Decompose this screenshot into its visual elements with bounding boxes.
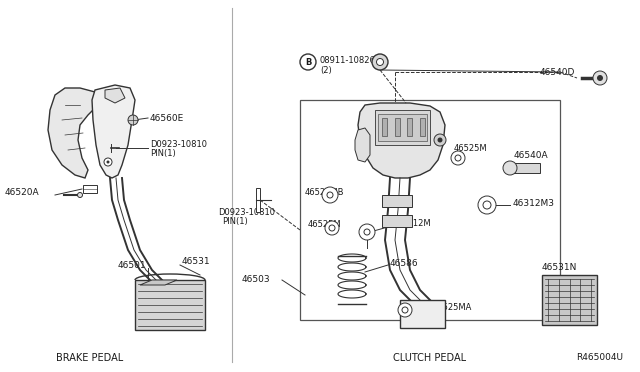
Text: 46525MB: 46525MB <box>305 187 344 196</box>
Text: 46525M: 46525M <box>308 219 342 228</box>
Text: B: B <box>305 58 311 67</box>
Circle shape <box>128 115 138 125</box>
Text: PIN(1): PIN(1) <box>222 217 248 225</box>
Bar <box>382 118 387 136</box>
Bar <box>135 280 205 330</box>
Circle shape <box>104 158 112 166</box>
Circle shape <box>455 155 461 161</box>
Text: 46312M3: 46312M3 <box>513 199 555 208</box>
Text: 46540D: 46540D <box>540 67 575 77</box>
Bar <box>542 275 597 325</box>
Circle shape <box>597 75 603 81</box>
Polygon shape <box>358 103 445 178</box>
Bar <box>256 188 260 212</box>
Bar <box>510 163 540 173</box>
Circle shape <box>398 303 412 317</box>
Circle shape <box>359 224 375 240</box>
Text: 46520A: 46520A <box>5 187 40 196</box>
Text: 46501: 46501 <box>118 260 147 269</box>
Bar <box>420 118 425 136</box>
Text: 46503: 46503 <box>242 276 271 285</box>
Circle shape <box>478 196 496 214</box>
Circle shape <box>376 58 383 65</box>
Text: R465004U: R465004U <box>577 353 623 362</box>
Text: (2): (2) <box>320 65 332 74</box>
Circle shape <box>325 221 339 235</box>
Text: 46531: 46531 <box>182 257 211 266</box>
Bar <box>300 100 560 320</box>
Bar <box>382 215 412 227</box>
Circle shape <box>300 54 316 70</box>
Text: 46531N: 46531N <box>542 263 577 273</box>
Text: PIN(1): PIN(1) <box>150 148 176 157</box>
Circle shape <box>593 71 607 85</box>
Circle shape <box>483 201 491 209</box>
Circle shape <box>503 161 517 175</box>
Bar <box>375 110 430 145</box>
Text: 46540A: 46540A <box>514 151 548 160</box>
Text: 46560E: 46560E <box>150 113 184 122</box>
Circle shape <box>329 225 335 231</box>
Circle shape <box>77 192 83 198</box>
Text: D0923-10810: D0923-10810 <box>150 140 207 148</box>
Polygon shape <box>92 85 135 178</box>
Text: 46525MA: 46525MA <box>433 304 472 312</box>
Circle shape <box>322 187 338 203</box>
Text: 46525M: 46525M <box>454 144 488 153</box>
Circle shape <box>434 134 446 146</box>
Bar <box>407 118 412 136</box>
Circle shape <box>451 151 465 165</box>
Polygon shape <box>48 88 100 178</box>
Circle shape <box>372 54 388 70</box>
Polygon shape <box>105 88 125 103</box>
Circle shape <box>402 307 408 313</box>
Circle shape <box>327 192 333 198</box>
Bar <box>378 114 427 141</box>
Circle shape <box>364 229 370 235</box>
Text: BRAKE PEDAL: BRAKE PEDAL <box>56 353 124 363</box>
Text: CLUTCH PEDAL: CLUTCH PEDAL <box>394 353 467 363</box>
Bar <box>400 300 445 328</box>
Circle shape <box>106 160 109 164</box>
Polygon shape <box>140 280 177 285</box>
Text: 46586: 46586 <box>390 259 419 267</box>
Text: 08911-10826: 08911-10826 <box>320 55 376 64</box>
Bar <box>83 185 97 193</box>
Circle shape <box>438 138 442 142</box>
Text: 46512M: 46512M <box>398 218 431 228</box>
Polygon shape <box>355 128 370 162</box>
Text: D0923-10810: D0923-10810 <box>218 208 275 217</box>
Bar <box>382 195 412 207</box>
Bar <box>395 118 399 136</box>
